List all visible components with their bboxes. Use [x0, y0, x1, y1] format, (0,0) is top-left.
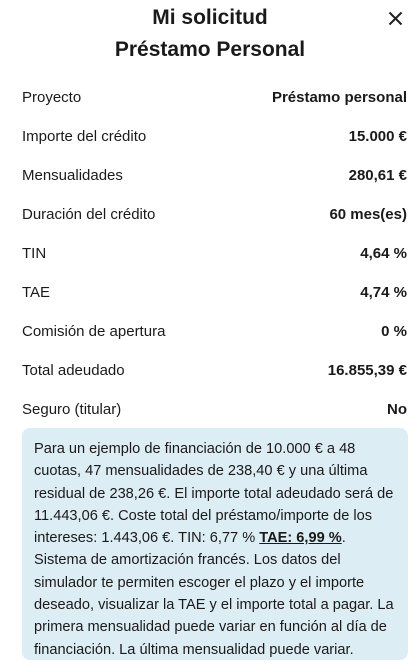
row-value: No — [387, 401, 407, 418]
subtitle: Préstamo Personal — [114, 38, 306, 61]
summary-row: Total adeudado 16.855,39 € — [22, 351, 407, 390]
close-button[interactable] — [388, 11, 403, 26]
summary-row: TAE 4,74 % — [22, 273, 407, 312]
summary-row: Mensualidades 280,61 € — [22, 156, 407, 195]
row-value: 4,64 % — [360, 245, 407, 262]
row-label: Seguro (titular) — [22, 401, 122, 418]
summary-list: Proyecto Préstamo personal Importe del cré… — [22, 78, 407, 429]
summary-row: Seguro (titular) No — [22, 390, 407, 429]
row-label: Duración del crédito — [22, 206, 156, 223]
row-value: 15.000 € — [348, 128, 407, 145]
disclaimer-text: Para un ejemplo de financiación de 10.00… — [34, 441, 394, 547]
summary-row: Proyecto Préstamo personal — [22, 78, 407, 117]
summary-row: Comisión de apertura 0 % — [22, 312, 407, 351]
row-value: 280,61 € — [348, 167, 407, 184]
row-label: Importe del crédito — [22, 128, 147, 145]
row-value: 60 mes(es) — [329, 206, 407, 223]
row-label: Comisión de apertura — [22, 323, 166, 340]
disclaimer: Para un ejemplo de financiación de 10.00… — [22, 428, 408, 660]
row-label: TAE — [22, 284, 51, 301]
title: Mi solicitud — [152, 6, 268, 29]
row-label: TIN — [22, 245, 47, 262]
summary-row: Duración del crédito 60 mes(es) — [22, 195, 407, 234]
summary-row: Importe del crédito 15.000 € — [22, 117, 407, 156]
row-value: 0 % — [381, 323, 407, 340]
disclaimer-text: . Sistema de amortización francés. Los d… — [34, 530, 394, 658]
row-label: Total adeudado — [22, 362, 125, 379]
row-value: Préstamo personal — [271, 89, 407, 106]
row-label: Mensualidades — [22, 167, 123, 184]
disclaimer-emphasis: TAE: 6,99 % — [259, 530, 342, 547]
row-value: 4,74 % — [360, 284, 407, 301]
summary-row: TIN 4,64 % — [22, 234, 407, 273]
row-label: Proyecto — [22, 89, 82, 106]
row-value: 16.855,39 € — [327, 362, 407, 379]
